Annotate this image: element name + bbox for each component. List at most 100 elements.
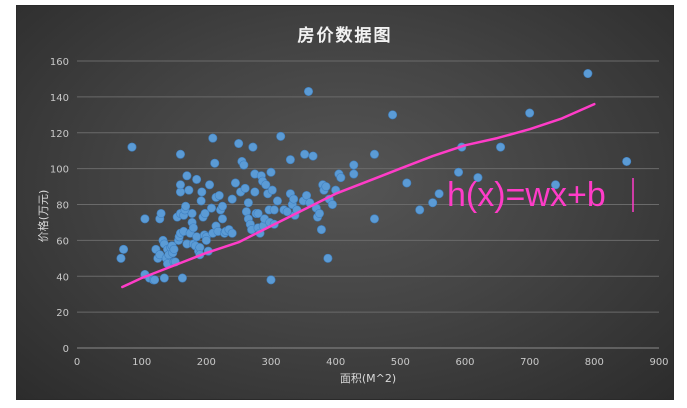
data-point bbox=[269, 205, 279, 215]
data-point bbox=[234, 139, 244, 149]
data-point bbox=[159, 273, 169, 283]
data-point bbox=[208, 133, 218, 143]
data-point bbox=[227, 228, 237, 238]
x-tick-label: 700 bbox=[520, 357, 539, 368]
y-tick-label: 60 bbox=[56, 236, 69, 247]
y-tick-label: 160 bbox=[50, 57, 69, 68]
data-point bbox=[388, 110, 398, 120]
data-point bbox=[369, 214, 379, 224]
data-point bbox=[428, 198, 438, 208]
data-point bbox=[282, 207, 292, 217]
x-tick-label: 100 bbox=[132, 357, 151, 368]
data-point bbox=[304, 86, 314, 96]
data-point bbox=[207, 203, 217, 213]
data-point bbox=[622, 156, 632, 166]
data-point bbox=[289, 194, 299, 204]
data-point bbox=[140, 214, 150, 224]
data-point bbox=[321, 182, 331, 192]
y-tick-label: 140 bbox=[50, 93, 69, 104]
data-point bbox=[188, 223, 198, 233]
data-point bbox=[266, 167, 276, 177]
chart-area: 房价数据图 0 20 40 60 80 100 120 140 160 0 100 200 300 40… bbox=[16, 5, 674, 400]
data-point bbox=[181, 201, 191, 211]
data-point bbox=[175, 180, 185, 190]
y-tick-label: 0 bbox=[63, 344, 69, 355]
x-tick-label: 400 bbox=[326, 357, 345, 368]
data-point bbox=[240, 183, 250, 193]
data-point bbox=[300, 149, 310, 159]
data-point bbox=[177, 273, 187, 283]
grid-lines bbox=[77, 60, 659, 349]
x-tick-label: 200 bbox=[197, 357, 216, 368]
data-point bbox=[239, 160, 249, 170]
data-point bbox=[496, 142, 506, 152]
data-point bbox=[253, 208, 263, 218]
x-tick-label: 300 bbox=[261, 357, 280, 368]
data-point bbox=[248, 142, 258, 152]
data-point bbox=[276, 131, 286, 141]
data-point bbox=[369, 149, 379, 159]
data-point bbox=[336, 173, 346, 183]
y-tick-label: 120 bbox=[50, 129, 69, 140]
data-point bbox=[525, 108, 535, 118]
data-point bbox=[218, 214, 228, 224]
x-tick-label: 900 bbox=[649, 357, 668, 368]
data-point bbox=[192, 232, 202, 242]
data-point bbox=[150, 275, 160, 285]
data-point bbox=[210, 158, 220, 168]
x-axis-ticks: 0 100 200 300 400 500 600 700 800 900 bbox=[74, 357, 669, 368]
data-point bbox=[214, 191, 224, 201]
x-tick-label: 800 bbox=[585, 357, 604, 368]
data-point bbox=[349, 160, 359, 170]
data-point bbox=[261, 180, 271, 190]
data-point bbox=[175, 149, 185, 159]
formula-annotation: h(x)=wx+b bbox=[447, 176, 606, 214]
data-point bbox=[182, 171, 192, 181]
x-tick-label: 600 bbox=[455, 357, 474, 368]
data-point bbox=[267, 185, 277, 195]
data-point bbox=[205, 180, 215, 190]
regression-line bbox=[121, 102, 596, 289]
y-tick-label: 40 bbox=[56, 272, 69, 283]
data-point bbox=[314, 208, 324, 218]
data-point bbox=[434, 189, 444, 199]
data-point bbox=[218, 201, 228, 211]
y-axis-title: 价格(万元) bbox=[36, 190, 50, 243]
regression-line-group bbox=[121, 102, 596, 289]
data-point bbox=[192, 174, 202, 184]
data-point bbox=[230, 178, 240, 188]
data-point bbox=[285, 155, 295, 165]
data-point bbox=[200, 208, 210, 218]
data-point bbox=[156, 208, 166, 218]
data-point bbox=[316, 225, 326, 235]
data-point bbox=[197, 187, 207, 197]
data-point bbox=[266, 275, 276, 285]
x-axis-title: 面积(M^2) bbox=[340, 372, 396, 385]
data-point bbox=[187, 208, 197, 218]
data-point bbox=[583, 69, 593, 79]
data-point bbox=[415, 205, 425, 215]
data-point bbox=[323, 253, 333, 263]
scatter-chart: 房价数据图 0 20 40 60 80 100 120 140 160 0 100 200 300 40… bbox=[36, 25, 669, 385]
data-point bbox=[454, 167, 464, 177]
data-point bbox=[327, 200, 337, 210]
y-tick-label: 20 bbox=[56, 308, 69, 319]
data-point bbox=[227, 194, 237, 204]
y-tick-label: 80 bbox=[56, 201, 69, 212]
data-point bbox=[308, 151, 318, 161]
data-point bbox=[272, 196, 282, 206]
data-point bbox=[127, 142, 137, 152]
data-point bbox=[402, 178, 412, 188]
data-point bbox=[201, 235, 211, 245]
data-point bbox=[196, 196, 206, 206]
data-point bbox=[116, 253, 126, 263]
x-tick-label: 500 bbox=[391, 357, 410, 368]
chart-title: 房价数据图 bbox=[298, 25, 393, 46]
data-point bbox=[473, 173, 483, 183]
data-point bbox=[551, 180, 561, 190]
y-tick-label: 100 bbox=[50, 165, 69, 176]
data-point bbox=[243, 198, 253, 208]
data-point bbox=[119, 244, 129, 254]
x-tick-label: 0 bbox=[74, 357, 80, 368]
y-axis-ticks: 0 20 40 60 80 100 120 140 160 bbox=[50, 57, 69, 355]
